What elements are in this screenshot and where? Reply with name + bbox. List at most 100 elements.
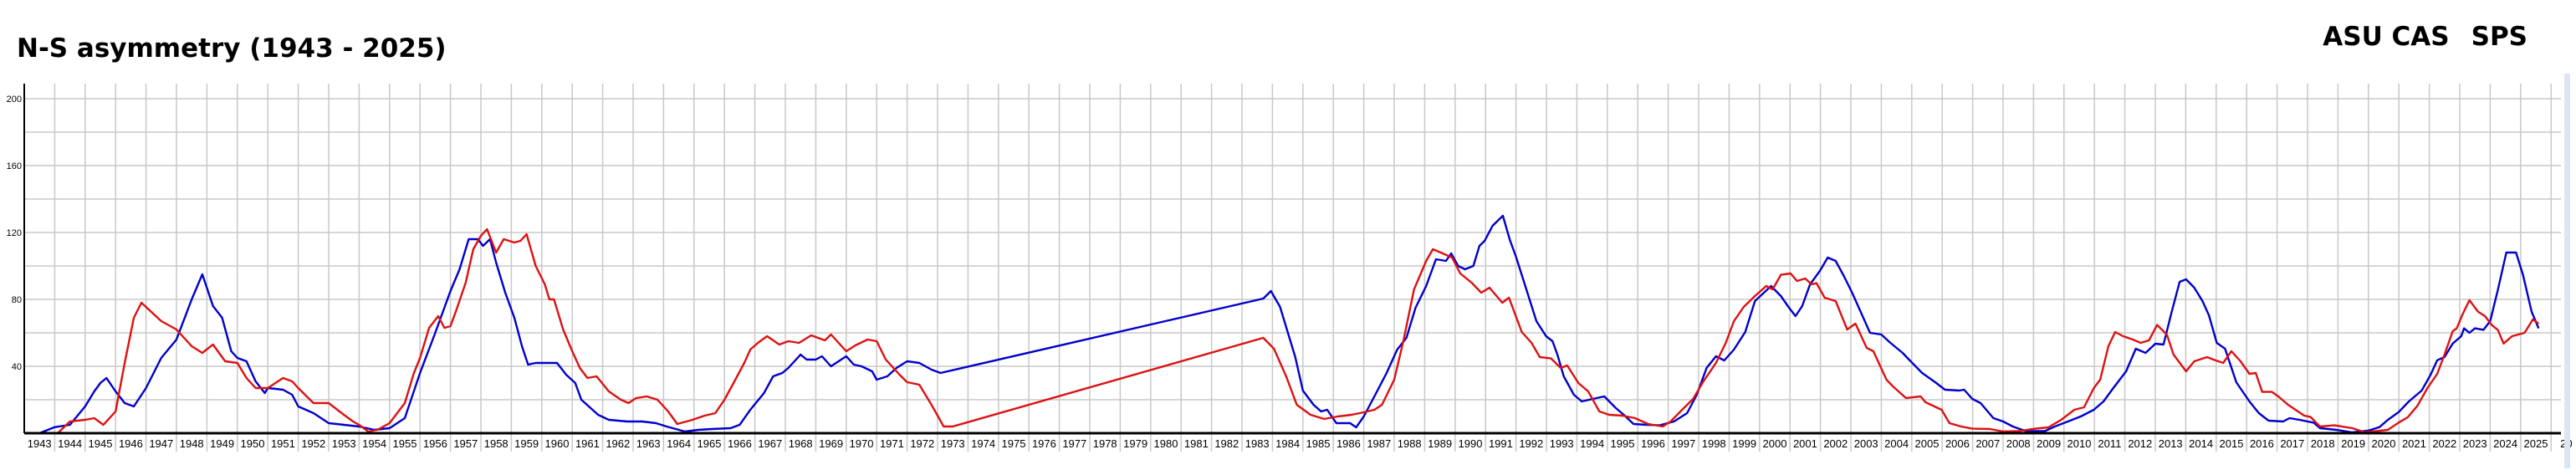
x-tick-label: 1956	[423, 437, 447, 450]
x-tick-label: 1998	[1702, 437, 1726, 450]
x-tick-label: 1996	[1641, 437, 1665, 450]
x-tick-label: 1966	[728, 437, 752, 450]
x-tick-label: 2010	[2067, 437, 2092, 450]
x-tick-label: 1980	[1154, 437, 1178, 450]
x-tick-label: 1992	[1519, 437, 1543, 450]
x-tick-label: 2009	[2037, 437, 2061, 450]
x-tick-label: 1981	[1184, 437, 1209, 450]
x-tick-label: 1943	[28, 437, 52, 450]
x-tick-label: 2011	[2098, 437, 2121, 450]
x-tick-label: 1948	[180, 437, 204, 450]
x-tick-label: 1990	[1459, 437, 1483, 450]
x-tick-label: 2002	[1823, 437, 1848, 450]
x-tick-label: 1979	[1123, 437, 1147, 450]
series-line-blue	[38, 214, 2540, 435]
x-tick-label: 2021	[2402, 437, 2426, 450]
tick-labels: 40 80 120 160 200 1943 1944 1945 1946 1947 1948 194…	[7, 94, 2573, 450]
x-tick-label: 1983	[1245, 437, 1270, 450]
series-lines	[33, 214, 2540, 435]
axes	[23, 84, 2561, 435]
scroll-strip[interactable]	[2564, 74, 2570, 468]
x-tick-label: 1949	[210, 437, 234, 450]
x-tick-label: 1961	[575, 437, 600, 450]
x-tick-label: 1975	[1002, 437, 1026, 450]
x-tick-label: 2008	[2006, 437, 2031, 450]
x-tick-label: 1997	[1671, 437, 1695, 450]
chart-title: N-S asymmetry (1943 - 2025)	[17, 33, 447, 64]
x-tick-label: 1976	[1032, 437, 1056, 450]
x-tick-label: 1967	[758, 437, 782, 450]
org-asu-cas: ASU CAS	[2323, 22, 2450, 52]
x-tick-label: 1968	[789, 437, 813, 450]
x-tick-label: 1973	[941, 437, 965, 450]
x-tick-label: 1999	[1732, 437, 1756, 450]
x-tick-label: 1972	[910, 437, 934, 450]
x-tick-label: 1977	[1062, 437, 1086, 450]
x-tick-label: 1985	[1306, 437, 1331, 450]
x-tick-label: 2022	[2432, 437, 2456, 450]
x-tick-label: 2017	[2280, 437, 2304, 450]
x-tick-label: 1962	[606, 437, 630, 450]
x-tick-label: 1959	[514, 437, 539, 450]
x-tick-label: 1947	[149, 437, 173, 450]
x-tick-label: 1970	[850, 437, 874, 450]
x-tick-label: 2007	[1975, 437, 2000, 450]
x-tick-label: 2013	[2159, 437, 2183, 450]
x-tick-label: 1958	[484, 437, 509, 450]
x-tick-label: 1953	[332, 437, 356, 450]
x-tick-label: 1994	[1580, 437, 1604, 450]
x-tick-label: 2023	[2463, 437, 2487, 450]
x-tick-label: 2024	[2493, 437, 2517, 450]
x-tick-label: 1960	[545, 437, 570, 450]
x-tick-label: 2020	[2372, 437, 2396, 450]
x-tick-label: 2003	[1854, 437, 1878, 450]
x-tick-label: 1978	[1093, 437, 1117, 450]
org-sps: SPS	[2471, 22, 2527, 52]
x-tick-label: 2005	[1915, 437, 1940, 450]
y-tick-label: 160	[7, 161, 22, 171]
x-tick-label: 1995	[1611, 437, 1635, 450]
x-tick-label: 1969	[819, 437, 843, 450]
grid-lines	[24, 84, 2561, 452]
x-tick-label: 2004	[1884, 437, 1909, 450]
x-tick-label: 1963	[636, 437, 661, 450]
x-tick-label: 1964	[667, 437, 691, 450]
x-tick-label: 1984	[1275, 437, 1300, 450]
y-tick-label: 120	[7, 228, 22, 238]
x-tick-label: 2014	[2189, 437, 2213, 450]
series-line-red	[33, 227, 2540, 435]
x-tick-label: 2000	[1763, 437, 1787, 450]
x-tick-label: 1950	[241, 437, 265, 450]
x-tick-label: 1955	[393, 437, 417, 450]
x-tick-label: 1986	[1337, 437, 1361, 450]
y-tick-label: 200	[7, 94, 22, 105]
x-tick-label: 1944	[58, 437, 82, 450]
x-tick-label: 1982	[1214, 437, 1239, 450]
x-tick-label: 2018	[2311, 437, 2335, 450]
y-tick-label: 40	[12, 362, 22, 372]
x-tick-label: 1946	[119, 437, 143, 450]
x-tick-label: 1991	[1489, 437, 1513, 450]
x-tick-label: 1971	[880, 437, 904, 450]
x-tick-label: 2025	[2524, 437, 2548, 450]
x-tick-label: 2001	[1793, 437, 1817, 450]
x-tick-label: 1945	[89, 437, 113, 450]
x-tick-label: 1951	[271, 437, 295, 450]
x-tick-label: 2016	[2250, 437, 2274, 450]
x-tick-label: 1952	[301, 437, 325, 450]
x-tick-label: 2019	[2341, 437, 2365, 450]
x-tick-label: 2012	[2128, 437, 2152, 450]
x-tick-label: 1993	[1550, 437, 1574, 450]
y-tick-label: 80	[12, 295, 22, 305]
x-tick-label: 1988	[1398, 437, 1422, 450]
x-tick-label: 1974	[971, 437, 995, 450]
x-tick-label: 1957	[453, 437, 478, 450]
x-tick-label: 2015	[2220, 437, 2244, 450]
organization-label: ASU CAS SPS	[2323, 22, 2527, 52]
x-tick-label: 2006	[1945, 437, 1970, 450]
x-tick-label: 1965	[698, 437, 722, 450]
x-tick-label: 1954	[362, 437, 386, 450]
x-tick-label: 1987	[1367, 437, 1391, 450]
x-tick-label: 1989	[1428, 437, 1452, 450]
